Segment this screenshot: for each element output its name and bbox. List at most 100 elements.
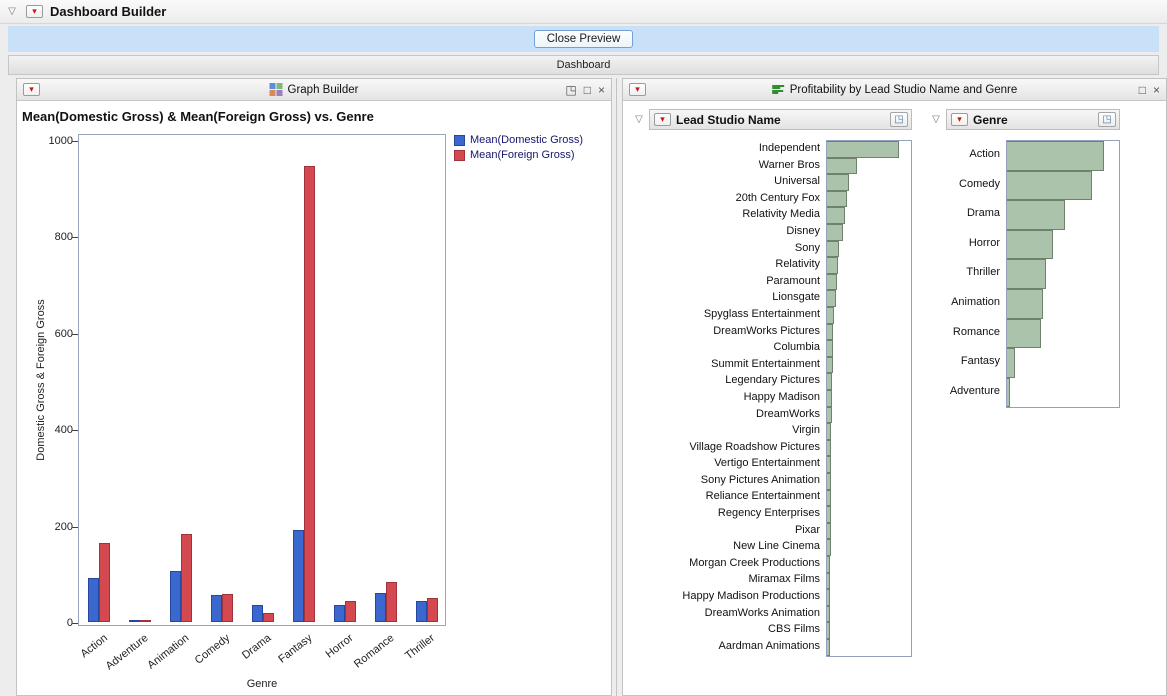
red-triangle-menu-button[interactable]: ▾ (26, 5, 43, 18)
y-tick-mark (72, 141, 78, 142)
bar-relativity-media[interactable] (827, 207, 845, 224)
bar-spyglass-entertainment[interactable] (827, 307, 834, 324)
red-triangle-icon: ▾ (32, 7, 37, 16)
bar-drama-mean-foreign-gross[interactable] (263, 613, 274, 622)
bar-vertigo-entertainment[interactable] (827, 456, 831, 473)
bar-summit-entertainment[interactable] (827, 357, 833, 374)
bar-adventure-mean-domestic-gross[interactable] (129, 620, 140, 622)
bar-animation-mean-domestic-gross[interactable] (170, 571, 181, 622)
bar-horror-mean-foreign-gross[interactable] (345, 601, 356, 622)
bar-happy-madison-productions[interactable] (827, 589, 830, 606)
category-label: Virgin (629, 422, 820, 439)
bar-dreamworks-pictures[interactable] (827, 324, 833, 341)
bar-adventure-mean-foreign-gross[interactable] (140, 620, 151, 622)
category-label: Fantasy (926, 347, 1000, 377)
bar-warner-bros[interactable] (827, 158, 857, 175)
bar-legendary-pictures[interactable] (827, 373, 832, 390)
category-label: Summit Entertainment (629, 356, 820, 373)
panel-title: Graph Builder (288, 84, 359, 96)
bar-happy-madison[interactable] (827, 390, 832, 407)
studio-title-box: ▾ Lead Studio Name ◳ (649, 109, 912, 130)
bar-columbia[interactable] (827, 340, 833, 357)
bar-adventure[interactable] (1007, 378, 1010, 408)
bar-20th-century-fox[interactable] (827, 191, 847, 208)
collapse-disclosure-icon[interactable]: ▽ (5, 7, 19, 17)
category-label: Warner Bros (629, 157, 820, 174)
bar-sony-pictures-animation[interactable] (827, 473, 831, 490)
bar-animation-mean-foreign-gross[interactable] (181, 534, 192, 622)
category-label: Action (926, 140, 1000, 170)
bar-paramount[interactable] (827, 274, 837, 291)
bar-fantasy-mean-domestic-gross[interactable] (293, 530, 304, 622)
panel-splitter[interactable] (612, 78, 622, 696)
legend-item[interactable]: Mean(Domestic Gross) (454, 134, 583, 146)
red-triangle-menu-button[interactable]: ▾ (654, 113, 671, 126)
bar-fantasy[interactable] (1007, 348, 1015, 378)
bar-romance-mean-domestic-gross[interactable] (375, 593, 386, 622)
bar-action-mean-domestic-gross[interactable] (88, 578, 99, 622)
bar-relativity[interactable] (827, 257, 838, 274)
chart-title: Mean(Domestic Gross) & Mean(Foreign Gros… (22, 109, 374, 124)
close-icon[interactable]: × (1153, 84, 1160, 96)
profitability-panel: ▾ Profitability by Lead Studio Name and … (622, 78, 1167, 696)
legend-label: Mean(Domestic Gross) (470, 134, 583, 146)
red-triangle-icon: ▾ (29, 85, 34, 94)
bar-comedy-mean-domestic-gross[interactable] (211, 595, 222, 622)
maximize-icon[interactable]: □ (584, 84, 591, 96)
bar-comedy-mean-foreign-gross[interactable] (222, 594, 233, 622)
bar-horror-mean-domestic-gross[interactable] (334, 605, 345, 622)
bar-comedy[interactable] (1007, 171, 1092, 201)
bar-horror[interactable] (1007, 230, 1053, 260)
bar-regency-enterprises[interactable] (827, 506, 831, 523)
bar-romance-mean-foreign-gross[interactable] (386, 582, 397, 622)
bar-morgan-creek-productions[interactable] (827, 556, 830, 573)
legend-item[interactable]: Mean(Foreign Gross) (454, 149, 583, 161)
bar-fantasy-mean-foreign-gross[interactable] (304, 166, 315, 622)
bar-animation[interactable] (1007, 289, 1043, 319)
collapse-disclosure-icon[interactable]: ▽ (926, 115, 946, 125)
bar-virgin[interactable] (827, 423, 831, 440)
bar-thriller-mean-domestic-gross[interactable] (416, 601, 427, 622)
popout-icon[interactable]: ◳ (565, 84, 576, 96)
bar-miramax-films[interactable] (827, 573, 830, 590)
bar-lionsgate[interactable] (827, 290, 836, 307)
bar-dreamworks-animation[interactable] (827, 606, 830, 623)
close-icon[interactable]: × (598, 84, 605, 96)
bar-drama-mean-domestic-gross[interactable] (252, 605, 263, 622)
red-triangle-menu-button[interactable]: ▾ (23, 83, 40, 96)
category-label: Disney (629, 223, 820, 240)
genre-category-labels: ActionComedyDramaHorrorThrillerAnimation… (926, 140, 1004, 406)
bar-action-mean-foreign-gross[interactable] (99, 543, 110, 622)
genre-chart: ActionComedyDramaHorrorThrillerAnimation… (926, 140, 1120, 408)
red-triangle-icon: ▾ (635, 85, 640, 94)
bar-cbs-films[interactable] (827, 622, 830, 639)
bar-aardman-animations[interactable] (827, 639, 830, 656)
red-triangle-menu-button[interactable]: ▾ (951, 113, 968, 126)
red-triangle-menu-button[interactable]: ▾ (629, 83, 646, 96)
bar-thriller[interactable] (1007, 259, 1046, 289)
bar-drama[interactable] (1007, 200, 1065, 230)
bar-independent[interactable] (827, 141, 899, 158)
collapse-disclosure-icon[interactable]: ▽ (629, 115, 649, 125)
bar-universal[interactable] (827, 174, 849, 191)
bar-new-line-cinema[interactable] (827, 539, 831, 556)
distributions-row: ▽ ▾ Lead Studio Name ◳ IndependentWarner… (623, 101, 1166, 695)
close-preview-button[interactable]: Close Preview (534, 30, 634, 48)
category-label: Columbia (629, 339, 820, 356)
bar-reliance-entertainment[interactable] (827, 490, 831, 507)
category-label: Miramax Films (629, 571, 820, 588)
open-in-window-button[interactable]: ◳ (1098, 112, 1116, 127)
bar-village-roadshow-pictures[interactable] (827, 440, 831, 457)
bar-thriller-mean-foreign-gross[interactable] (427, 598, 438, 622)
bar-dreamworks[interactable] (827, 407, 832, 424)
bar-disney[interactable] (827, 224, 843, 241)
studio-titlebar: ▽ ▾ Lead Studio Name ◳ (629, 109, 912, 130)
bar-sony[interactable] (827, 241, 839, 258)
maximize-icon[interactable]: □ (1139, 84, 1146, 96)
genre-bars-box (1006, 140, 1120, 408)
bar-pixar[interactable] (827, 523, 831, 540)
open-in-window-button[interactable]: ◳ (890, 112, 908, 127)
legend-swatch-icon (454, 135, 465, 146)
bar-romance[interactable] (1007, 319, 1041, 349)
bar-action[interactable] (1007, 141, 1104, 171)
